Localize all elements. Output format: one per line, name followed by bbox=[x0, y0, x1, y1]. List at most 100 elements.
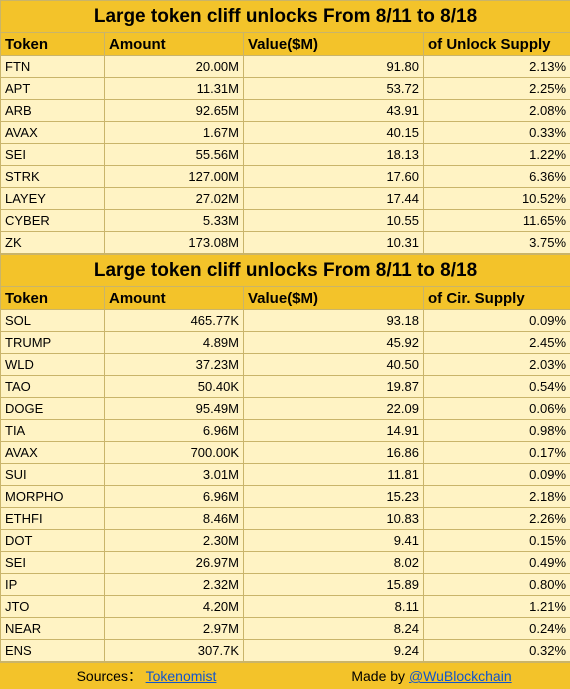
cell-value: 8.24 bbox=[244, 618, 424, 640]
header-amount: Amount bbox=[105, 33, 244, 56]
cell-amount: 5.33M bbox=[105, 210, 244, 232]
cell-percent: 6.36% bbox=[424, 166, 570, 188]
table-title: Large token cliff unlocks From 8/11 to 8… bbox=[1, 255, 570, 287]
cell-amount: 307.7K bbox=[105, 640, 244, 662]
cell-value: 9.41 bbox=[244, 530, 424, 552]
cell-percent: 0.24% bbox=[424, 618, 570, 640]
header-amount: Amount bbox=[105, 287, 244, 310]
cell-percent: 2.03% bbox=[424, 354, 570, 376]
cell-percent: 1.21% bbox=[424, 596, 570, 618]
table-title-row: Large token cliff unlocks From 8/11 to 8… bbox=[1, 1, 570, 33]
cell-amount: 1.67M bbox=[105, 122, 244, 144]
cell-amount: 92.65M bbox=[105, 100, 244, 122]
header-value: Value($M) bbox=[244, 33, 424, 56]
cell-token: IP bbox=[1, 574, 105, 596]
cell-percent: 0.15% bbox=[424, 530, 570, 552]
cell-value: 17.60 bbox=[244, 166, 424, 188]
cell-amount: 3.01M bbox=[105, 464, 244, 486]
cell-token: TRUMP bbox=[1, 332, 105, 354]
cell-percent: 2.25% bbox=[424, 78, 570, 100]
cell-token: MORPHO bbox=[1, 486, 105, 508]
cell-amount: 4.20M bbox=[105, 596, 244, 618]
cell-percent: 0.09% bbox=[424, 310, 570, 332]
cell-token: SEI bbox=[1, 552, 105, 574]
cell-percent: 0.54% bbox=[424, 376, 570, 398]
header-percent: of Cir. Supply bbox=[424, 287, 570, 310]
cell-token: TIA bbox=[1, 420, 105, 442]
cell-value: 19.87 bbox=[244, 376, 424, 398]
cell-percent: 0.06% bbox=[424, 398, 570, 420]
cell-value: 11.81 bbox=[244, 464, 424, 486]
cell-percent: 10.52% bbox=[424, 188, 570, 210]
cell-token: APT bbox=[1, 78, 105, 100]
cell-amount: 700.00K bbox=[105, 442, 244, 464]
sources: Sources： Tokenomist bbox=[0, 666, 293, 686]
cell-amount: 173.08M bbox=[105, 232, 244, 254]
cell-amount: 11.31M bbox=[105, 78, 244, 100]
cell-value: 10.55 bbox=[244, 210, 424, 232]
cell-amount: 2.32M bbox=[105, 574, 244, 596]
cell-amount: 50.40K bbox=[105, 376, 244, 398]
cell-percent: 0.09% bbox=[424, 464, 570, 486]
cell-amount: 2.30M bbox=[105, 530, 244, 552]
cell-percent: 0.98% bbox=[424, 420, 570, 442]
cell-value: 16.86 bbox=[244, 442, 424, 464]
cell-percent: 2.08% bbox=[424, 100, 570, 122]
cell-value: 40.50 bbox=[244, 354, 424, 376]
cell-percent: 0.17% bbox=[424, 442, 570, 464]
cell-percent: 1.22% bbox=[424, 144, 570, 166]
table-title-row: Large token cliff unlocks From 8/11 to 8… bbox=[1, 255, 570, 287]
cell-token: STRK bbox=[1, 166, 105, 188]
cell-token: ENS bbox=[1, 640, 105, 662]
cell-value: 18.13 bbox=[244, 144, 424, 166]
table-unlock-supply: Large token cliff unlocks From 8/11 to 8… bbox=[0, 0, 570, 254]
cell-token: JTO bbox=[1, 596, 105, 618]
cell-token: CYBER bbox=[1, 210, 105, 232]
cell-token: SEI bbox=[1, 144, 105, 166]
cell-token: WLD bbox=[1, 354, 105, 376]
made-by-link[interactable]: @WuBlockchain bbox=[409, 668, 512, 684]
cell-amount: 95.49M bbox=[105, 398, 244, 420]
cell-percent: 2.45% bbox=[424, 332, 570, 354]
cell-percent: 0.32% bbox=[424, 640, 570, 662]
cell-percent: 0.49% bbox=[424, 552, 570, 574]
footer: Sources： Tokenomist Made by @WuBlockchai… bbox=[0, 662, 570, 689]
cell-amount: 37.23M bbox=[105, 354, 244, 376]
cell-value: 8.02 bbox=[244, 552, 424, 574]
made-by: Made by @WuBlockchain bbox=[293, 668, 570, 684]
cell-value: 40.15 bbox=[244, 122, 424, 144]
cell-percent: 2.18% bbox=[424, 486, 570, 508]
sources-link[interactable]: Tokenomist bbox=[146, 668, 217, 684]
cell-value: 15.23 bbox=[244, 486, 424, 508]
cell-amount: 465.77K bbox=[105, 310, 244, 332]
cell-value: 17.44 bbox=[244, 188, 424, 210]
cell-value: 45.92 bbox=[244, 332, 424, 354]
cell-token: ARB bbox=[1, 100, 105, 122]
cell-token: DOT bbox=[1, 530, 105, 552]
cell-amount: 4.89M bbox=[105, 332, 244, 354]
cell-percent: 0.33% bbox=[424, 122, 570, 144]
cell-token: FTN bbox=[1, 56, 105, 78]
cell-token: AVAX bbox=[1, 122, 105, 144]
cell-percent: 2.13% bbox=[424, 56, 570, 78]
cell-token: NEAR bbox=[1, 618, 105, 640]
cell-amount: 2.97M bbox=[105, 618, 244, 640]
table-title: Large token cliff unlocks From 8/11 to 8… bbox=[1, 1, 570, 33]
header-row: Token Amount Value($M) of Cir. Supply bbox=[1, 287, 570, 310]
